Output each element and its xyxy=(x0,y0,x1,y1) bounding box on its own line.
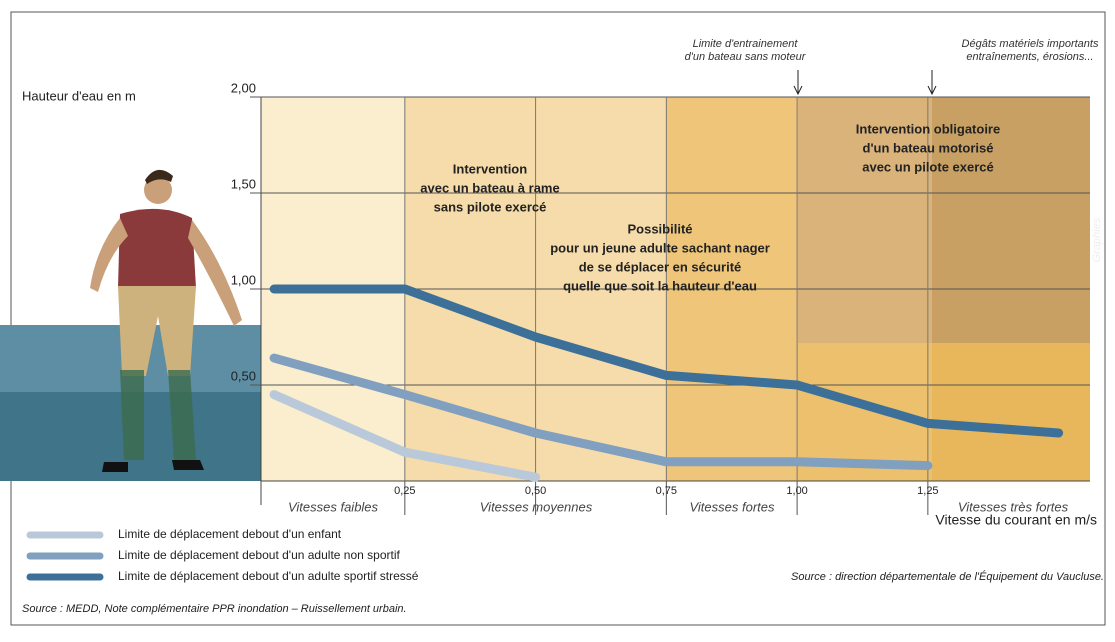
annotation: sans pilote exercé xyxy=(434,199,547,214)
x-tick-label: 0,25 xyxy=(394,485,415,497)
annotation: avec un pilote exercé xyxy=(862,159,994,174)
source-right: Source : direction départementale de l'É… xyxy=(791,570,1104,583)
legend-label: Limite de déplacement debout d'un adulte… xyxy=(118,548,400,562)
annotation: de se déplacer en sécurité xyxy=(579,259,742,274)
y-tick-label: 0,50 xyxy=(231,368,256,383)
top-note: Dégâts matériels importants xyxy=(962,38,1099,50)
shoes xyxy=(102,460,204,472)
y-tick-label: 1,50 xyxy=(231,176,256,191)
annotation: Intervention xyxy=(453,161,527,176)
annotation: pour un jeune adulte sachant nager xyxy=(550,240,770,255)
series-line xyxy=(269,284,1064,438)
head xyxy=(144,176,172,204)
speed-zone-label: Vitesses très fortes xyxy=(958,499,1069,514)
legend-label: Limite de déplacement debout d'un enfant xyxy=(118,527,342,541)
series-line xyxy=(269,390,541,482)
legend-label: Limite de déplacement debout d'un adulte… xyxy=(118,569,419,583)
source-left: Source : MEDD, Note complémentaire PPR i… xyxy=(22,603,407,615)
trousers xyxy=(118,286,196,376)
annotation: Possibilité xyxy=(627,221,692,236)
hair xyxy=(145,169,173,184)
watermark: Graphies xyxy=(1091,217,1103,262)
x-tick-label: 1,00 xyxy=(786,485,807,497)
top-note: entraînements, érosions... xyxy=(966,51,1093,63)
speed-zone-label: Vitesses fortes xyxy=(689,499,775,514)
note-arrow xyxy=(927,70,937,96)
y-tick-label: 1,00 xyxy=(231,272,256,287)
arm xyxy=(188,220,242,326)
speed-zone-label: Vitesses faibles xyxy=(288,499,379,514)
y-axis-label: Hauteur d'eau en m xyxy=(22,88,136,103)
legs-under-water xyxy=(120,370,196,460)
zone xyxy=(932,97,1090,343)
zones xyxy=(261,97,1090,481)
zone xyxy=(932,343,1090,481)
speed-zone-label: Vitesses moyennes xyxy=(480,499,593,514)
annotation: quelle que soit la hauteur d'eau xyxy=(563,278,757,293)
y-tick-label: 2,00 xyxy=(231,80,256,95)
shirt xyxy=(118,208,196,293)
x-axis-label: Vitesse du courant en m/s xyxy=(935,512,1097,528)
zone xyxy=(798,97,932,343)
x-tick-label: 0,50 xyxy=(525,485,546,497)
person xyxy=(90,169,242,472)
annotation: d'un bateau motorisé xyxy=(863,140,994,155)
series-line xyxy=(269,353,933,471)
top-note: d'un bateau sans moteur xyxy=(685,51,807,63)
annotation: avec un bateau à rame xyxy=(420,180,559,195)
top-note: Limite d'entrainement xyxy=(693,38,799,50)
arm xyxy=(90,218,128,292)
x-tick-label: 1,25 xyxy=(917,485,938,497)
annotation: Intervention obligatoire xyxy=(856,121,1000,136)
note-arrow xyxy=(793,70,803,96)
x-tick-label: 0,75 xyxy=(656,485,677,497)
